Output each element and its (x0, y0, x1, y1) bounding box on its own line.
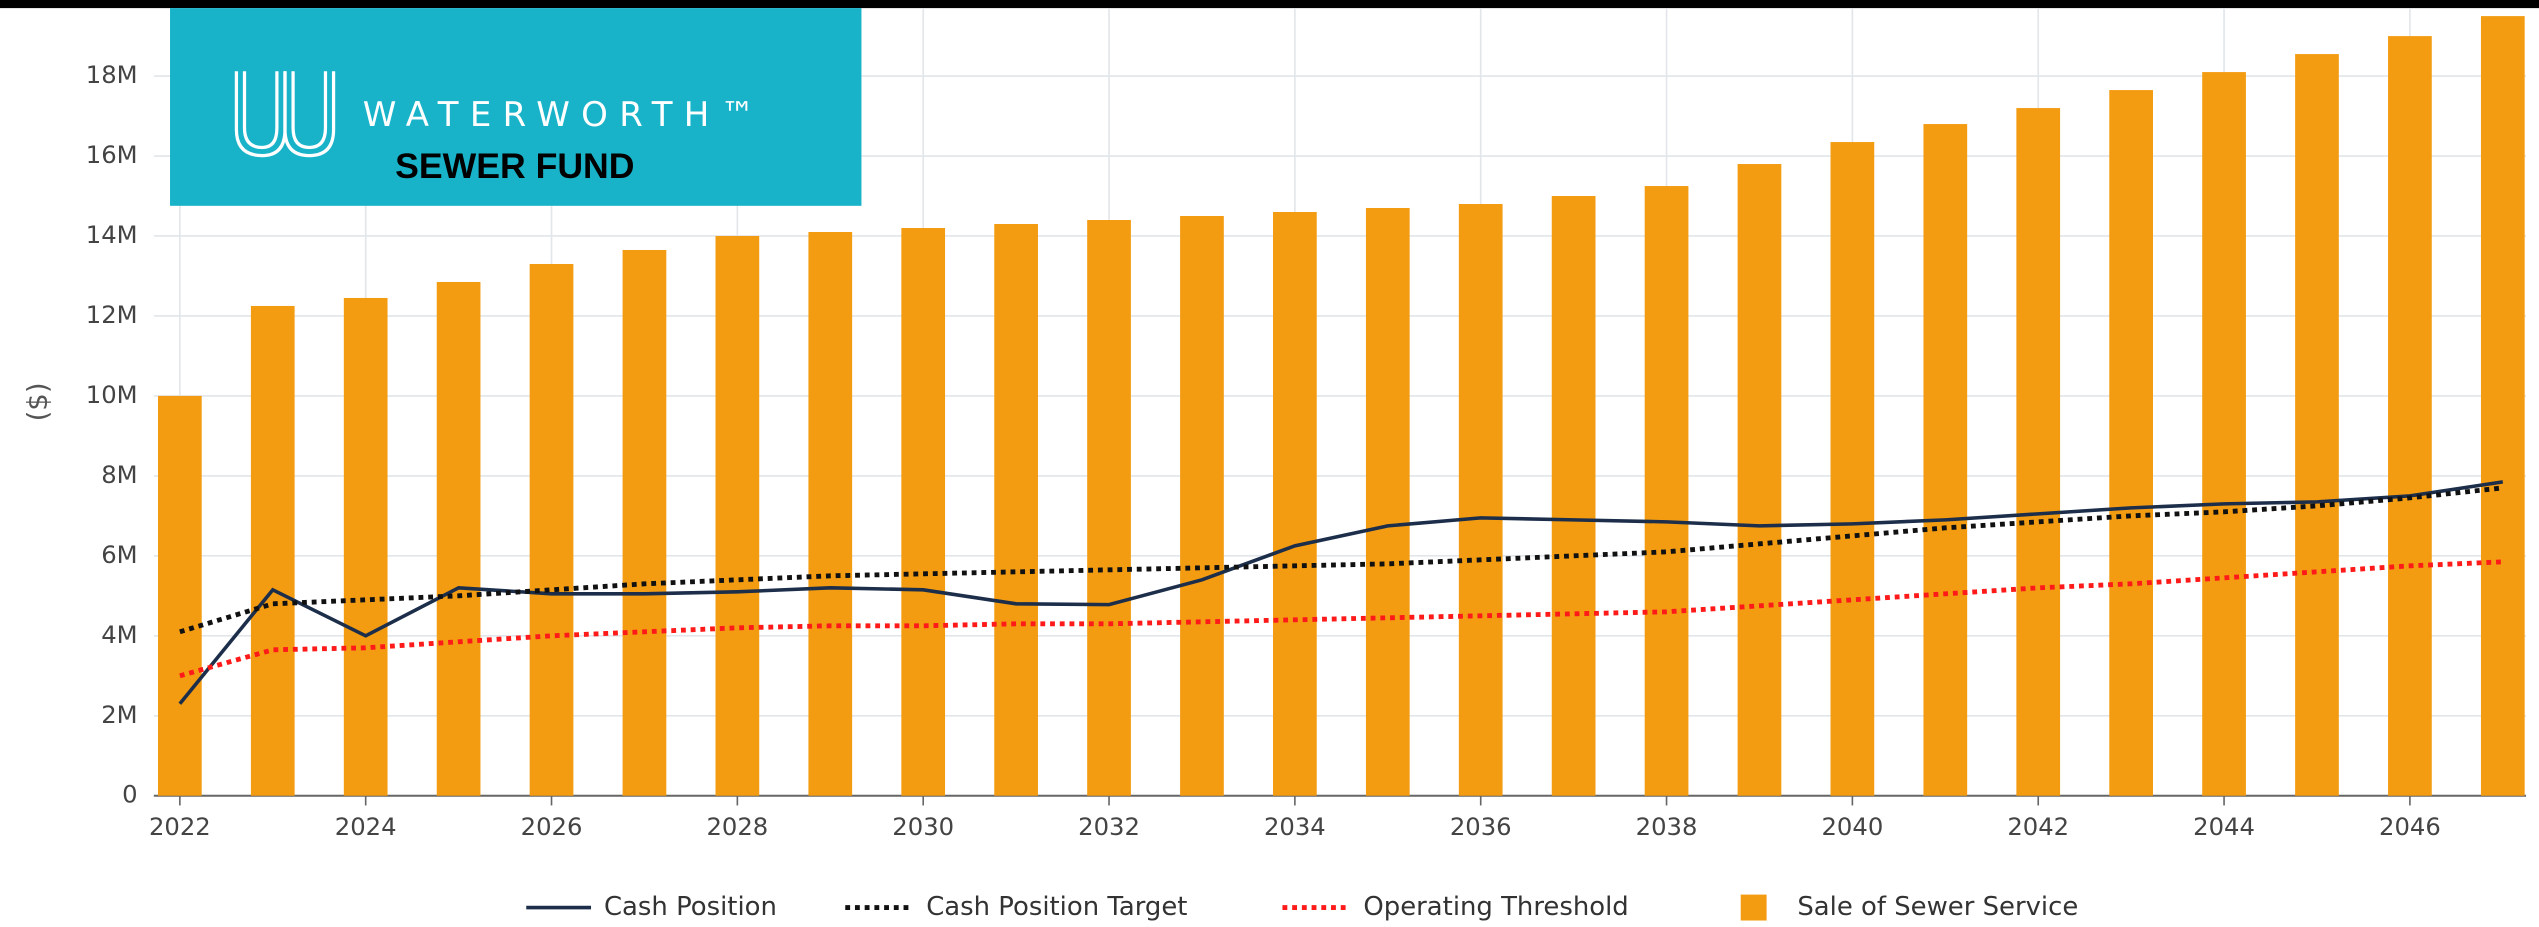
line-series (178, 480, 2504, 705)
x-tick-label: 2042 (2007, 812, 2069, 841)
bar (808, 231, 853, 796)
bar (994, 224, 1038, 796)
y-tick-label: 14M (86, 220, 138, 249)
bar (1830, 142, 1875, 796)
bar (1273, 212, 1317, 796)
logo: WATERWORTH™ SEWER FUND (170, 8, 862, 206)
y-tick-label: 10M (86, 380, 138, 409)
bar (2388, 36, 2432, 796)
line-series (179, 559, 2503, 679)
x-tick-label: 2046 (2379, 812, 2441, 841)
bar (1365, 208, 1410, 796)
x-tick-label: 2032 (1078, 812, 1140, 841)
bar (529, 263, 574, 796)
logo-brand: WATERWORTH™ (363, 95, 766, 135)
x-tick-label: 2036 (1450, 812, 1512, 841)
x-tick-label: 2040 (1821, 812, 1883, 841)
bar (157, 395, 202, 796)
top-strip (0, 0, 2539, 9)
bar (1180, 216, 1224, 796)
y-tick-label: 0 (122, 780, 137, 809)
y-tick-label: 6M (101, 540, 137, 569)
legend-label: Sale of Sewer Service (1797, 892, 2078, 922)
y-tick-label: 2M (101, 700, 137, 729)
logo-subtitle: SEWER FUND (395, 146, 634, 186)
x-tick-label: 2034 (1264, 812, 1326, 841)
bar (901, 227, 946, 796)
bar (2202, 72, 2246, 796)
bar (1644, 186, 1689, 796)
bar (2016, 108, 2061, 796)
y-axis-title: ($) (22, 382, 54, 421)
bar (436, 281, 481, 796)
bar (1737, 164, 1782, 796)
line-series (179, 485, 2504, 635)
y-tick-label: 16M (86, 140, 138, 169)
y-tick-label: 18M (86, 60, 138, 89)
y-tick-label: 12M (86, 300, 138, 329)
x-tick-label: 2038 (1636, 812, 1698, 841)
x-tick-label: 2026 (521, 812, 583, 841)
bar (1087, 220, 1131, 796)
bar (1923, 124, 1968, 796)
x-tick-label: 2030 (892, 812, 954, 841)
y-tick-label: 8M (101, 460, 137, 489)
bar (1458, 204, 1503, 796)
x-tick-label: 2024 (335, 812, 397, 841)
legend: Cash Position Cash Position Target Operati… (526, 892, 2078, 922)
bar (343, 297, 388, 796)
legend-label: Operating Threshold (1363, 892, 1628, 922)
bar (1551, 196, 1596, 796)
bar (2480, 16, 2525, 796)
bar (2295, 54, 2339, 796)
y-tick-label: 4M (101, 620, 137, 649)
plot-area: 0 2M 4M 6M 8M 10M 12M 14M 16M 18M 2022 2024 2026 2028… (86, 8, 2527, 841)
bar (250, 305, 295, 796)
x-tick-label: 2022 (149, 812, 211, 841)
legend-label: Cash Position (604, 892, 777, 922)
legend-label: Cash Position Target (926, 892, 1187, 922)
bar (2109, 90, 2154, 796)
legend-swatch (1740, 894, 1767, 921)
bar (715, 235, 760, 796)
x-tick-label: 2028 (706, 812, 768, 841)
logo-icon (234, 71, 336, 158)
bar (622, 249, 667, 796)
x-tick-label: 2044 (2193, 812, 2255, 841)
